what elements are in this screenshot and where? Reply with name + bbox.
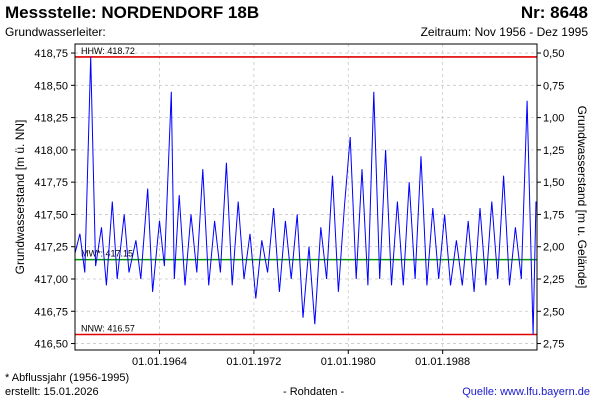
y-tick-label: 417,50 (34, 209, 68, 221)
raw-data-label: - Rohdaten - (283, 386, 345, 398)
y-tick-label: 418,25 (34, 113, 68, 125)
station-number: Nr: 8648 (520, 3, 588, 22)
y-ticks-right: 0,50 0,75 1,00 1,25 1,50 1,75 2,00 2,25 2,50 2,75 (537, 48, 564, 351)
y-right-tick-label: 0,50 (543, 48, 564, 60)
y-right-tick-label: 1,50 (543, 177, 564, 189)
x-tick-label: 01.01.1972 (226, 356, 281, 368)
y-right-tick-label: 2,75 (543, 339, 564, 351)
y-right-tick-label: 1,00 (543, 113, 564, 125)
y-right-tick-label: 2,50 (543, 306, 564, 318)
y-tick-label: 418,75 (34, 48, 68, 60)
reference-line-label: HHW: 418.72 (81, 46, 135, 56)
x-tick-label: 01.01.1980 (321, 356, 376, 368)
station-title: Messstelle: NORDENDORF 18B (5, 3, 260, 22)
y-ticks-left: 416,50 416,75 417,00 417,25 417,50 417,75 418,… (34, 48, 75, 351)
y-tick-label: 418,00 (34, 145, 68, 157)
y-right-tick-label: 2,25 (543, 274, 564, 286)
y-axis-label-right: Grundwasserstand [m u. Gelände] (575, 106, 589, 289)
x-tick-label: 01.01.1988 (415, 356, 470, 368)
y-tick-label: 417,00 (34, 274, 68, 286)
y-tick-label: 418,50 (34, 80, 68, 92)
y-tick-label: 417,75 (34, 177, 68, 189)
grid (75, 44, 537, 350)
y-tick-label: 416,50 (34, 339, 68, 351)
x-ticks: 01.01.1964 01.01.1972 01.01.1980 01.01.1988 (132, 350, 470, 368)
y-right-tick-label: 2,00 (543, 242, 564, 254)
series-line (74, 56, 537, 335)
reference-line-label: NNW: 416.57 (81, 324, 135, 334)
y-right-tick-label: 0,75 (543, 80, 564, 92)
plot-frame (74, 43, 538, 351)
created-date: erstellt: 15.01.2026 (5, 386, 99, 398)
y-right-tick-label: 1,25 (543, 145, 564, 157)
reference-line-label: MW*: 417.15 (81, 249, 133, 259)
reference-lines: HHW: 418.72 MW*: 417.15 NNW: 416.57 (75, 46, 537, 336)
x-tick-label: 01.01.1964 (132, 356, 187, 368)
y-right-tick-label: 1,75 (543, 209, 564, 221)
period-label: Zeitraum: Nov 1956 - Dez 1995 (420, 25, 588, 39)
source-link[interactable]: Quelle: www.lfu.bayern.de (462, 386, 590, 398)
aquifer-label: Grundwasserleiter: (5, 25, 106, 39)
y-axis-label-left: Grundwasserstand [m ü. NN] (13, 120, 27, 275)
footnote: * Abflussjahr (1956-1995) (5, 372, 130, 384)
y-tick-label: 416,75 (34, 306, 68, 318)
y-tick-label: 417,25 (34, 242, 68, 254)
